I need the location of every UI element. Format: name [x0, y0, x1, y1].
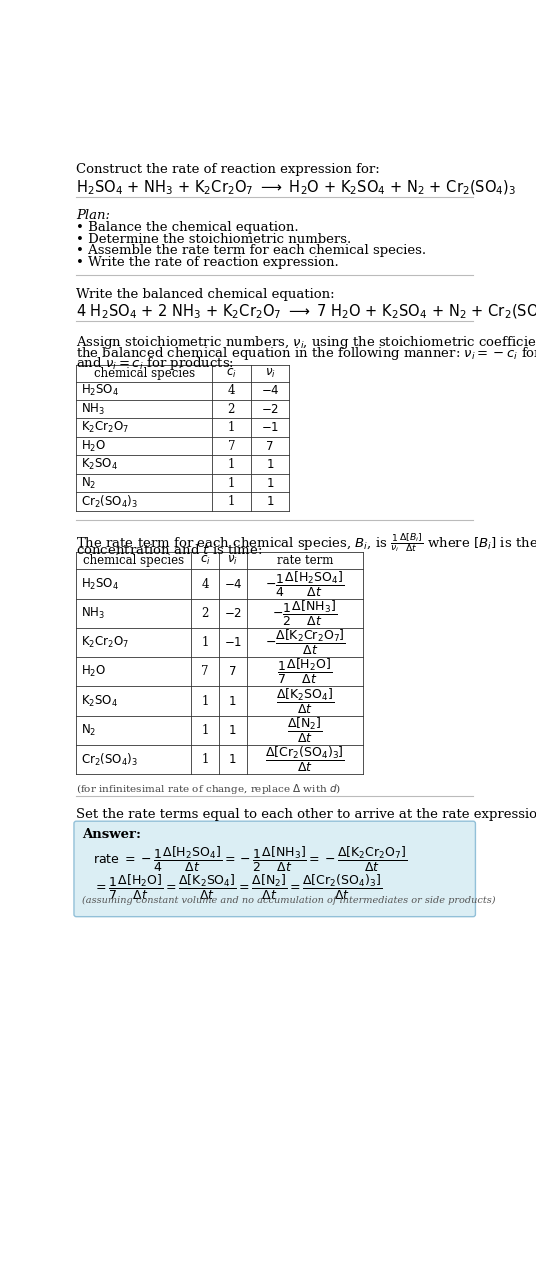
- Text: 1: 1: [266, 476, 274, 490]
- Text: $\mathit{c}_i$: $\mathit{c}_i$: [199, 554, 210, 567]
- Text: $\dfrac{\Delta[\mathsf{N_2}]}{\Delta t}$: $\dfrac{\Delta[\mathsf{N_2}]}{\Delta t}$: [287, 716, 323, 745]
- Text: $-\dfrac{1}{2}\dfrac{\Delta[\mathsf{NH_3}]}{\Delta t}$: $-\dfrac{1}{2}\dfrac{\Delta[\mathsf{NH_3…: [272, 599, 338, 627]
- Text: (for infinitesimal rate of change, replace $\Delta$ with $d$): (for infinitesimal rate of change, repla…: [76, 782, 341, 796]
- Text: (assuming constant volume and no accumulation of intermediates or side products): (assuming constant volume and no accumul…: [83, 896, 496, 905]
- Text: $\mathsf{H_2O}$: $\mathsf{H_2O}$: [81, 439, 106, 453]
- Text: $\mathsf{H_2SO_4}$: $\mathsf{H_2SO_4}$: [81, 383, 119, 398]
- Text: $\mathsf{K_2SO_4}$: $\mathsf{K_2SO_4}$: [81, 694, 118, 709]
- Text: Set the rate terms equal to each other to arrive at the rate expression:: Set the rate terms equal to each other t…: [76, 808, 536, 820]
- FancyBboxPatch shape: [74, 822, 475, 916]
- Text: $\mathit{\nu}_i$: $\mathit{\nu}_i$: [265, 366, 276, 380]
- Text: $\mathsf{K_2SO_4}$: $\mathsf{K_2SO_4}$: [81, 457, 118, 472]
- Text: 4 $\mathsf{H_2SO_4}$ + 2 $\mathsf{NH_3}$ + $\mathsf{K_2Cr_2O_7}$ $\longrightarro: 4 $\mathsf{H_2SO_4}$ + 2 $\mathsf{NH_3}$…: [76, 303, 536, 321]
- Text: • Assemble the rate term for each chemical species.: • Assemble the rate term for each chemic…: [76, 244, 427, 257]
- Text: • Balance the chemical equation.: • Balance the chemical equation.: [76, 221, 299, 234]
- Text: 7: 7: [266, 440, 274, 453]
- Text: $\mathsf{Cr_2(SO_4)_3}$: $\mathsf{Cr_2(SO_4)_3}$: [81, 494, 138, 509]
- Text: 1: 1: [229, 723, 236, 737]
- Text: $\mathsf{N_2}$: $\mathsf{N_2}$: [81, 723, 96, 737]
- Text: 7: 7: [201, 666, 209, 678]
- Text: 2: 2: [201, 607, 209, 620]
- Text: $\mathsf{K_2Cr_2O_7}$: $\mathsf{K_2Cr_2O_7}$: [81, 635, 129, 650]
- Text: $= \dfrac{1}{7}\dfrac{\Delta[\mathsf{H_2O}]}{\Delta t} = \dfrac{\Delta[\mathsf{K: $= \dfrac{1}{7}\dfrac{\Delta[\mathsf{H_2…: [93, 873, 382, 902]
- Text: $\mathsf{H_2SO_4}$ + $\mathsf{NH_3}$ + $\mathsf{K_2Cr_2O_7}$ $\longrightarrow$ $: $\mathsf{H_2SO_4}$ + $\mathsf{NH_3}$ + $…: [76, 178, 517, 197]
- Text: • Determine the stoichiometric numbers.: • Determine the stoichiometric numbers.: [76, 233, 352, 246]
- Text: • Write the rate of reaction expression.: • Write the rate of reaction expression.: [76, 256, 339, 269]
- Text: chemical species: chemical species: [94, 366, 195, 380]
- Text: 1: 1: [266, 495, 274, 508]
- Text: 1: 1: [229, 695, 236, 708]
- Text: 1: 1: [201, 636, 209, 649]
- Text: $-1$: $-1$: [261, 421, 279, 434]
- Text: 1: 1: [201, 723, 209, 737]
- Text: $\dfrac{\Delta[\mathsf{Cr_2(SO_4)_3}]}{\Delta t}$: $\dfrac{\Delta[\mathsf{Cr_2(SO_4)_3}]}{\…: [265, 745, 345, 774]
- Text: 1: 1: [201, 753, 209, 767]
- Text: 1: 1: [229, 753, 236, 767]
- Text: $-2$: $-2$: [261, 403, 279, 416]
- Text: 2: 2: [228, 403, 235, 416]
- Text: 4: 4: [201, 577, 209, 590]
- Text: concentration and $\mathit{t}$ is time:: concentration and $\mathit{t}$ is time:: [76, 543, 263, 557]
- Text: 7: 7: [228, 440, 235, 453]
- Text: chemical species: chemical species: [83, 554, 184, 567]
- Text: rate term: rate term: [277, 554, 333, 567]
- Text: $-2$: $-2$: [224, 607, 242, 620]
- Text: $\dfrac{\Delta[\mathsf{K_2SO_4}]}{\Delta t}$: $\dfrac{\Delta[\mathsf{K_2SO_4}]}{\Delta…: [276, 686, 334, 716]
- Text: $\mathit{\nu}_i$: $\mathit{\nu}_i$: [227, 554, 239, 567]
- Text: 1: 1: [228, 476, 235, 490]
- Text: Write the balanced chemical equation:: Write the balanced chemical equation:: [76, 288, 335, 301]
- Text: $\mathsf{K_2Cr_2O_7}$: $\mathsf{K_2Cr_2O_7}$: [81, 420, 129, 435]
- Text: 1: 1: [228, 458, 235, 471]
- Text: $\mathsf{H_2SO_4}$: $\mathsf{H_2SO_4}$: [81, 576, 119, 591]
- Text: 1: 1: [201, 695, 209, 708]
- Text: The rate term for each chemical species, $\mathit{B}_i$, is $\frac{1}{\nu_i}\fra: The rate term for each chemical species,…: [76, 531, 536, 554]
- Text: $\mathsf{NH_3}$: $\mathsf{NH_3}$: [81, 605, 105, 621]
- Text: Assign stoichiometric numbers, $\mathit{\nu}_i$, using the stoichiometric coeffi: Assign stoichiometric numbers, $\mathit{…: [76, 334, 536, 351]
- Text: $\mathit{c}_i$: $\mathit{c}_i$: [226, 366, 237, 380]
- Text: $\mathsf{NH_3}$: $\mathsf{NH_3}$: [81, 402, 105, 417]
- Text: Answer:: Answer:: [83, 828, 142, 841]
- Text: 7: 7: [229, 666, 236, 678]
- Text: $-\dfrac{\Delta[\mathsf{K_2Cr_2O_7}]}{\Delta t}$: $-\dfrac{\Delta[\mathsf{K_2Cr_2O_7}]}{\D…: [265, 628, 345, 657]
- Text: the balanced chemical equation in the following manner: $\mathit{\nu}_i = -\math: the balanced chemical equation in the fo…: [76, 344, 536, 361]
- Text: $\mathsf{N_2}$: $\mathsf{N_2}$: [81, 476, 96, 490]
- Text: $\dfrac{1}{7}\dfrac{\Delta[\mathsf{H_2O}]}{\Delta t}$: $\dfrac{1}{7}\dfrac{\Delta[\mathsf{H_2O}…: [277, 658, 332, 686]
- Text: rate $= -\dfrac{1}{4}\dfrac{\Delta[\mathsf{H_2SO_4}]}{\Delta t} = -\dfrac{1}{2}\: rate $= -\dfrac{1}{4}\dfrac{\Delta[\math…: [93, 845, 408, 874]
- Text: Construct the rate of reaction expression for:: Construct the rate of reaction expressio…: [76, 163, 380, 175]
- Text: 1: 1: [266, 458, 274, 471]
- Text: $-1$: $-1$: [224, 636, 242, 649]
- Text: $\mathsf{Cr_2(SO_4)_3}$: $\mathsf{Cr_2(SO_4)_3}$: [81, 751, 138, 768]
- Text: 4: 4: [228, 384, 235, 397]
- Text: 1: 1: [228, 495, 235, 508]
- Text: $\mathsf{H_2O}$: $\mathsf{H_2O}$: [81, 664, 106, 680]
- Text: and $\mathit{\nu}_i = \mathit{c}_i$ for products:: and $\mathit{\nu}_i = \mathit{c}_i$ for …: [76, 356, 234, 372]
- Text: $-4$: $-4$: [224, 577, 242, 590]
- Text: $-\dfrac{1}{4}\dfrac{\Delta[\mathsf{H_2SO_4}]}{\Delta t}$: $-\dfrac{1}{4}\dfrac{\Delta[\mathsf{H_2S…: [265, 570, 345, 599]
- Text: 1: 1: [228, 421, 235, 434]
- Text: Plan:: Plan:: [76, 209, 110, 221]
- Text: $-4$: $-4$: [260, 384, 279, 397]
